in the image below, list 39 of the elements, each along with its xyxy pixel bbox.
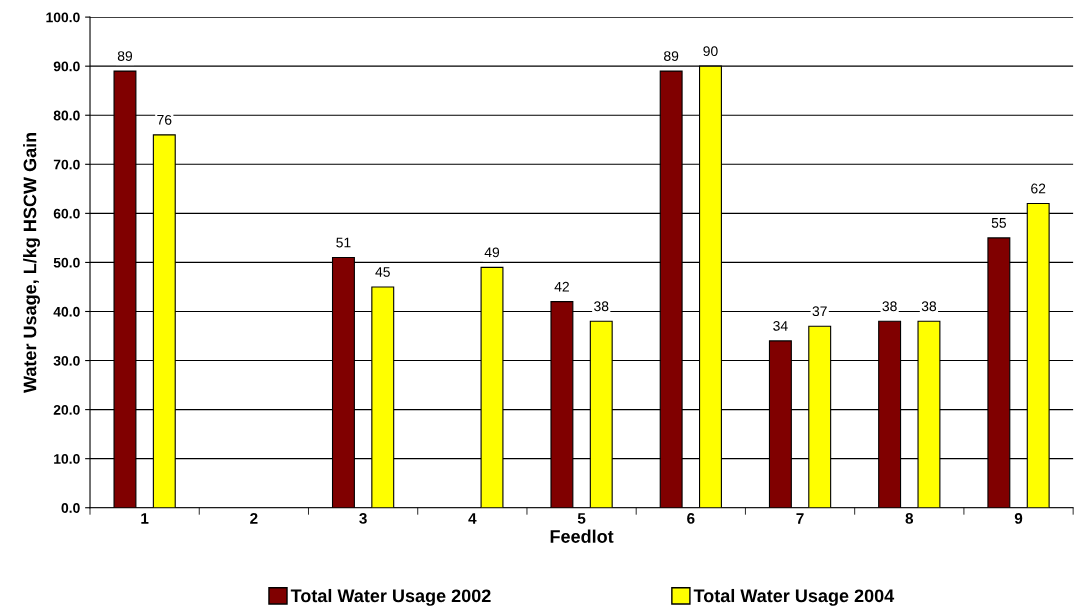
x-axis-title: Feedlot [550, 529, 614, 543]
y-tick-label: 0.0 [61, 503, 80, 513]
data-label: 38 [594, 301, 609, 312]
data-label: 49 [484, 247, 500, 258]
data-label: 38 [921, 301, 937, 312]
y-axis-title: Water Usage, L/kg HSCW Gain [23, 132, 40, 393]
x-tick-label: 7 [796, 513, 804, 524]
data-label: 76 [157, 114, 172, 125]
legend-label: Total Water Usage 2002 [290, 588, 491, 606]
data-label: 90 [703, 46, 718, 57]
x-tick-label: 9 [1014, 513, 1023, 524]
x-tick-label: 1 [141, 513, 149, 524]
y-tick-label: 80.0 [53, 110, 80, 121]
data-label: 55 [991, 218, 1007, 228]
data-label: 89 [117, 51, 133, 61]
data-label: 38 [882, 301, 897, 312]
y-tick-label: 90.0 [53, 61, 80, 72]
y-tick-label: 10.0 [54, 454, 80, 464]
x-tick-label: 5 [577, 513, 586, 524]
data-label: 45 [375, 267, 390, 277]
data-label: 37 [812, 306, 827, 317]
y-tick-label: 20.0 [53, 404, 80, 415]
y-tick-label: 70.0 [53, 159, 80, 170]
x-tick-label: 4 [468, 513, 477, 524]
y-tick-label: 100.0 [46, 12, 80, 23]
x-tick-label: 2 [250, 513, 258, 524]
data-label: 51 [336, 237, 351, 248]
data-label: 62 [1031, 183, 1046, 194]
y-tick-label: 50.0 [53, 257, 80, 268]
data-label: 34 [773, 320, 788, 331]
y-tick-label: 30.0 [53, 355, 80, 366]
y-tick-label: 40.0 [53, 306, 80, 317]
x-tick-label: 6 [687, 513, 695, 524]
data-label: 42 [554, 281, 569, 292]
x-tick-label: 8 [905, 513, 914, 524]
legend-label: Total Water Usage 2004 [693, 588, 895, 606]
x-tick-label: 3 [359, 513, 367, 524]
y-tick-label: 60.0 [53, 208, 80, 219]
data-label: 89 [664, 51, 679, 61]
